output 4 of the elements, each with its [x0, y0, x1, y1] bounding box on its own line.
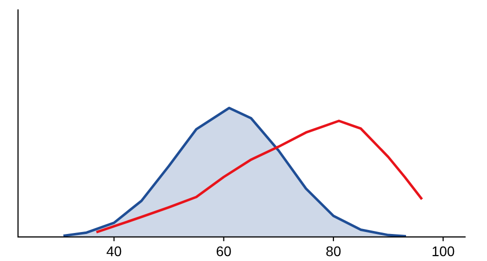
x-tick-label: 100: [432, 246, 454, 256]
x-tick-label: 40: [106, 246, 122, 256]
x-tick-label: 80: [326, 246, 341, 256]
x-tick-label: 60: [216, 246, 231, 256]
